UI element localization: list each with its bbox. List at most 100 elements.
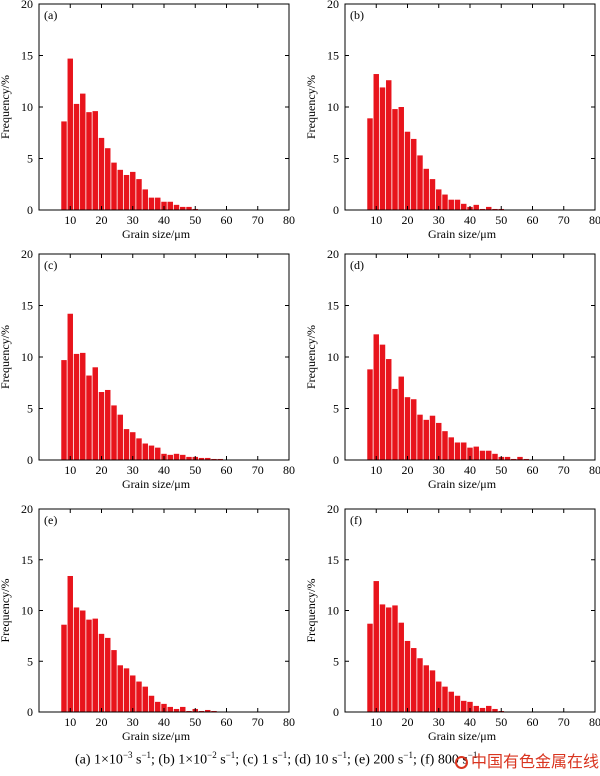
y-tick-label: 15 xyxy=(21,299,33,313)
chart-panel: 0 5 10 15 20 10 20 30 40 50 60 70 80 (e) Grain size/μm… xyxy=(0,502,295,743)
histogram-bar xyxy=(92,111,98,210)
histogram-bar xyxy=(386,80,392,210)
x-tick-label: 20 xyxy=(96,715,108,729)
histogram-bar xyxy=(429,415,436,460)
histogram-bar xyxy=(92,618,98,712)
x-tick-label: 30 xyxy=(127,213,139,227)
x-tick-label: 10 xyxy=(64,463,76,477)
caption-segment: s xyxy=(216,752,226,768)
histogram-bar xyxy=(67,313,73,460)
histogram-bar xyxy=(86,112,92,210)
histogram-bar xyxy=(479,707,486,712)
caption-superscript: −1 xyxy=(337,750,347,760)
x-tick-label: 60 xyxy=(527,213,539,227)
x-tick-label: 80 xyxy=(589,463,600,477)
x-tick-label: 20 xyxy=(402,213,414,227)
histogram-bar xyxy=(173,708,180,712)
histogram-bar xyxy=(173,453,180,460)
y-tick-label: 5 xyxy=(333,152,339,166)
histogram-bar xyxy=(155,701,161,712)
y-tick-label: 5 xyxy=(333,654,339,668)
histogram-bar xyxy=(67,58,73,211)
histogram-bar xyxy=(429,179,436,210)
x-tick-label: 50 xyxy=(495,715,507,729)
y-tick-label: 0 xyxy=(27,453,33,467)
histogram-bar xyxy=(442,194,448,210)
histogram-bar xyxy=(180,206,186,210)
panel-label: (f) xyxy=(350,513,362,527)
histogram-bar xyxy=(379,604,386,712)
histogram-bar xyxy=(461,442,467,460)
histogram-bar xyxy=(398,107,404,210)
y-tick-label: 10 xyxy=(327,100,339,114)
chart-panel: 0 5 10 15 20 10 20 30 40 50 60 70 80 (c) Grain size/μm… xyxy=(0,247,295,491)
histogram-bar xyxy=(473,446,479,460)
x-tick-label: 50 xyxy=(189,463,201,477)
histogram-bar xyxy=(167,706,173,712)
y-axis-label: Frequency/% xyxy=(304,75,318,139)
histogram-bar xyxy=(61,624,67,712)
histogram-bar xyxy=(454,442,461,460)
histogram-bar xyxy=(467,447,473,460)
y-axis-label: Frequency/% xyxy=(0,579,12,643)
x-tick-label: 10 xyxy=(370,715,382,729)
histogram-bar xyxy=(404,640,411,712)
panel-label: (b) xyxy=(350,8,364,22)
x-tick-label: 10 xyxy=(370,463,382,477)
caption-segment: ; (d) 10 s xyxy=(287,752,338,768)
panel-label: (a) xyxy=(44,8,57,22)
histogram-bar xyxy=(148,445,155,460)
histogram-bar xyxy=(136,681,142,712)
x-axis-label: Grain size/μm xyxy=(428,227,497,241)
histogram-bar xyxy=(486,206,492,210)
histogram-bar xyxy=(186,710,192,712)
caption-superscript: −1 xyxy=(277,750,288,760)
histogram-bar xyxy=(492,453,498,460)
histogram-bar xyxy=(473,705,479,712)
chart-panel: 0 5 10 15 20 10 20 30 40 50 60 70 80 (f) Grain size/μm… xyxy=(304,502,600,743)
histogram-bar xyxy=(373,74,379,210)
x-tick-label: 40 xyxy=(158,715,170,729)
histogram-bar xyxy=(98,392,105,460)
panel-label: (e) xyxy=(44,513,57,527)
histogram-bar xyxy=(136,438,142,460)
histogram-bar xyxy=(73,353,80,460)
histogram-bar xyxy=(517,456,523,460)
histogram-bar xyxy=(386,359,392,460)
histogram-bar xyxy=(367,623,373,712)
histogram-bar xyxy=(92,367,98,460)
x-tick-label: 20 xyxy=(402,715,414,729)
x-tick-label: 40 xyxy=(464,715,476,729)
y-tick-label: 15 xyxy=(327,553,339,567)
caption-text: (a) 1×10−3 s−1; (b) 1×10−2 s−1; (c) 1 s−… xyxy=(75,750,477,769)
histogram-bar xyxy=(117,665,123,712)
caption-segment: (a) 1×10 xyxy=(75,752,123,768)
histogram-bar xyxy=(429,670,436,712)
histogram-bar xyxy=(436,422,442,460)
figure-caption: (a) 1×10−3 s−1; (b) 1×10−2 s−1; (c) 1 s−… xyxy=(0,746,600,770)
histogram-bar xyxy=(148,197,155,210)
histogram-bar xyxy=(98,137,105,210)
watermark-text: 中国有色金属在线 xyxy=(471,752,600,771)
histogram-bar xyxy=(373,581,379,712)
histogram-bar xyxy=(186,456,192,460)
caption-superscript: −2 xyxy=(207,750,217,760)
x-tick-label: 60 xyxy=(221,715,233,729)
watermark: 中国有色金属在线 xyxy=(455,748,599,772)
histogram-bar xyxy=(117,414,123,460)
histogram-bar xyxy=(486,705,492,712)
histogram-bar xyxy=(61,121,67,210)
x-axis-label: Grain size/μm xyxy=(428,729,497,743)
histogram-bar xyxy=(461,203,467,210)
histogram-bar xyxy=(98,633,105,712)
y-tick-label: 10 xyxy=(21,100,33,114)
x-tick-label: 80 xyxy=(283,715,295,729)
histogram-bar xyxy=(404,397,411,460)
histogram-bar xyxy=(80,93,86,210)
histogram-bar xyxy=(161,201,167,210)
x-tick-label: 70 xyxy=(558,213,570,227)
x-tick-label: 80 xyxy=(283,213,295,227)
histogram-bar xyxy=(479,208,486,210)
histogram-bar xyxy=(442,431,448,460)
